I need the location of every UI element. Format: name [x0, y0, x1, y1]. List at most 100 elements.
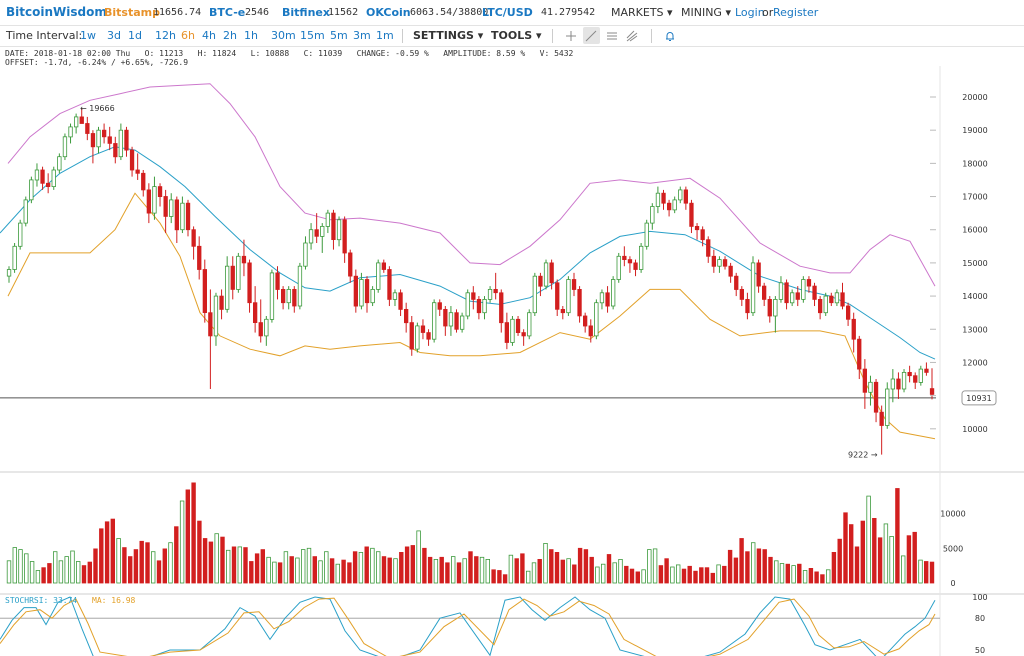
candle-body: [264, 318, 269, 337]
candle-body: [896, 378, 901, 390]
volume-bar: [468, 551, 473, 584]
ticker-bitfinex-name[interactable]: Bitfinex: [282, 6, 330, 19]
interval-3d[interactable]: 3d: [107, 29, 121, 42]
volume-bar: [722, 565, 727, 584]
ticker-okcoin-name[interactable]: OKCoin: [366, 6, 411, 19]
volume-bar: [110, 518, 115, 584]
candle-body: [454, 312, 459, 330]
volume-bar: [774, 560, 779, 584]
volume-bar: [324, 551, 329, 584]
candle-body: [482, 298, 487, 314]
candle-body: [74, 116, 79, 128]
candle-body: [292, 288, 297, 307]
interval-4h[interactable]: 4h: [202, 29, 216, 42]
price-tick-label: 15000: [962, 259, 987, 268]
ticker-btce-name[interactable]: BTC-e: [209, 6, 246, 19]
volume-bar: [733, 557, 739, 584]
volume-bar: [901, 555, 906, 584]
horizontal-lines-icon[interactable]: [606, 30, 618, 42]
volume-bar: [87, 561, 92, 584]
volume-bar: [29, 561, 35, 584]
volume-bar: [635, 571, 640, 584]
candle-body: [907, 371, 912, 377]
volume-bar: [306, 547, 312, 584]
bell-alert-icon[interactable]: [664, 30, 676, 42]
interval-1h[interactable]: 1h: [244, 29, 258, 42]
volume-bar: [791, 565, 796, 584]
volume-bar: [883, 523, 889, 584]
candle-body: [868, 381, 873, 393]
candle-body: [639, 245, 644, 270]
volume-bar: [474, 556, 479, 584]
candle-body: [185, 202, 191, 231]
volume-bar: [277, 562, 283, 584]
tools-menu[interactable]: TOOLS ▾: [491, 29, 542, 42]
candle-body: [717, 259, 722, 267]
volume-bar: [347, 562, 352, 584]
candle-body: [560, 308, 565, 314]
interval-1w[interactable]: 1w: [80, 29, 96, 42]
markets-label: MARKETS: [611, 6, 664, 19]
candle-body: [113, 143, 118, 158]
volume-bar: [866, 495, 871, 584]
ticker-ltcusd-value: 41.279542: [541, 7, 596, 18]
interval-3m[interactable]: 3m: [353, 29, 371, 42]
volume-bar: [601, 563, 606, 584]
candle-body: [12, 245, 17, 270]
candle-body: [141, 172, 146, 191]
candle-body: [784, 282, 789, 304]
stoch-tick-label: 80: [975, 614, 985, 623]
volume-bar: [762, 549, 767, 584]
volume-bar: [375, 551, 381, 584]
volume-bar: [751, 542, 756, 584]
candle-body: [829, 295, 834, 304]
volume-bar: [779, 563, 785, 584]
brand-logo[interactable]: BitcoinWisdom: [6, 5, 107, 19]
volume-bar: [843, 512, 848, 584]
volume-bar: [364, 546, 369, 584]
interval-5m[interactable]: 5m: [330, 29, 348, 42]
interval-1m[interactable]: 1m: [376, 29, 394, 42]
interval-2h[interactable]: 2h: [223, 29, 237, 42]
ticker-bitstamp-name[interactable]: Bitstamp: [104, 6, 160, 19]
interval-15m[interactable]: 15m: [300, 29, 325, 42]
volume-bar: [18, 549, 23, 584]
volume-bar: [912, 531, 917, 584]
candle-body: [622, 255, 627, 260]
volume-bar: [283, 551, 289, 584]
price-tick-label: 14000: [962, 292, 987, 301]
ticker-ltcusd-name[interactable]: LTC/USD: [482, 6, 533, 19]
candle-body: [577, 288, 582, 317]
candle-body: [527, 312, 532, 337]
volume-bar: [104, 521, 110, 584]
candle-body: [443, 308, 448, 327]
settings-menu[interactable]: SETTINGS ▾: [413, 29, 483, 42]
candle-body: [62, 136, 68, 158]
volume-bar: [300, 549, 306, 584]
trendline-icon[interactable]: [585, 30, 597, 42]
mining-menu[interactable]: MINING ▾: [681, 6, 731, 19]
volume-bar: [612, 562, 617, 584]
candle-body: [767, 298, 772, 317]
register-link[interactable]: Register: [773, 6, 819, 19]
candle-body: [29, 179, 34, 201]
interval-6h[interactable]: 6h: [181, 29, 195, 42]
crosshair-icon[interactable]: [565, 30, 577, 42]
candle-body: [459, 315, 465, 330]
volume-bar: [572, 564, 577, 584]
fibonacci-icon[interactable]: [626, 30, 638, 42]
interval-12h[interactable]: 12h: [155, 29, 176, 42]
candle-body: [873, 381, 879, 413]
volume-bar: [116, 538, 121, 584]
login-link[interactable]: Login: [735, 6, 765, 19]
candle-body: [409, 322, 414, 350]
candle-body: [342, 219, 347, 254]
interval-1d[interactable]: 1d: [128, 29, 142, 42]
candle-body: [57, 156, 62, 171]
markets-menu[interactable]: MARKETS ▾: [611, 6, 673, 19]
candle-body: [448, 312, 454, 327]
interval-30m[interactable]: 30m: [271, 29, 296, 42]
volume-bar: [450, 556, 456, 584]
volume-bar: [693, 570, 698, 584]
